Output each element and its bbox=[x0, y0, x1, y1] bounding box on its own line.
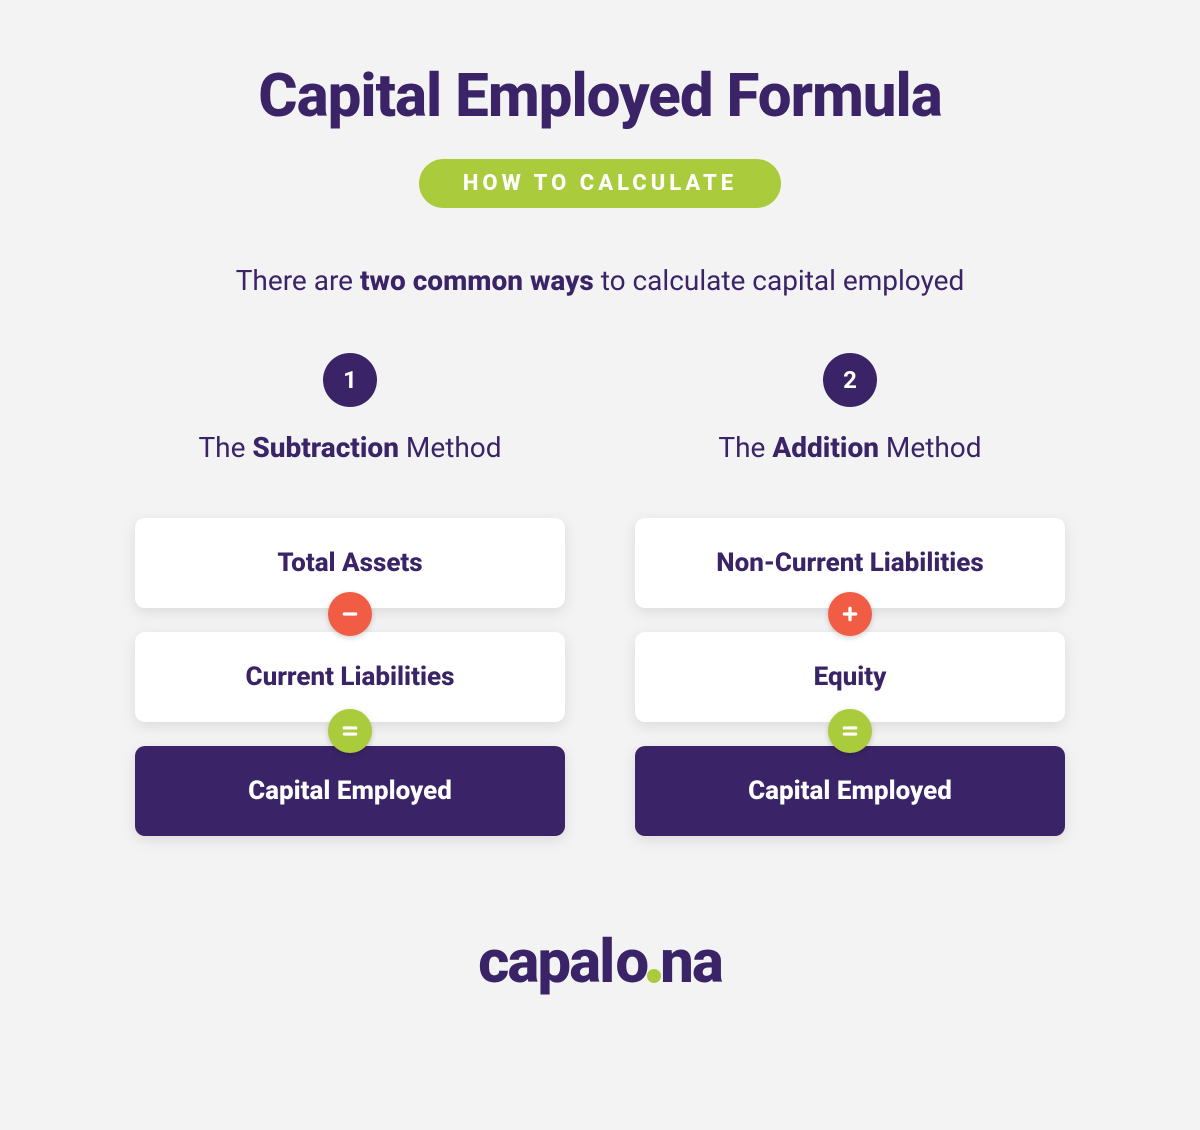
logo-text-o: o bbox=[615, 926, 647, 997]
equals-icon bbox=[328, 709, 372, 753]
intro-text: There are two common ways to calculate c… bbox=[236, 264, 965, 297]
methods-row: 1 The Subtraction Method Total Assets Cu… bbox=[80, 353, 1120, 836]
intro-pre: There are bbox=[236, 264, 360, 297]
method-label-bold: Subtraction bbox=[252, 431, 399, 464]
method-label-pre: The bbox=[198, 431, 252, 464]
subtitle-pill: HOW TO CALCULATE bbox=[419, 159, 781, 208]
method-label: The Subtraction Method bbox=[198, 431, 501, 464]
method-number-badge: 2 bbox=[823, 353, 877, 407]
formula-stack: Total Assets Current Liabilities Capital… bbox=[135, 518, 565, 836]
intro-post: to calculate capital employed bbox=[594, 264, 965, 297]
intro-bold: two common ways bbox=[360, 264, 594, 297]
logo-text-pre: capal bbox=[478, 926, 613, 997]
method-label: The Addition Method bbox=[718, 431, 981, 464]
method-label-bold: Addition bbox=[772, 431, 879, 464]
method-addition: 2 The Addition Method Non-Current Liabil… bbox=[635, 353, 1065, 836]
formula-result-card: Capital Employed bbox=[135, 746, 565, 836]
formula-stack: Non-Current Liabilities Equity Capital E… bbox=[635, 518, 1065, 836]
method-number-badge: 1 bbox=[323, 353, 377, 407]
brand-logo: capalona bbox=[478, 926, 722, 997]
minus-icon bbox=[328, 592, 372, 636]
method-label-post: Method bbox=[399, 431, 502, 464]
logo-dot-icon bbox=[647, 969, 661, 983]
page-title: Capital Employed Formula bbox=[258, 60, 941, 131]
method-label-post: Method bbox=[879, 431, 982, 464]
logo-text-post: na bbox=[660, 926, 722, 997]
method-subtraction: 1 The Subtraction Method Total Assets Cu… bbox=[135, 353, 565, 836]
method-label-pre: The bbox=[718, 431, 772, 464]
formula-result-card: Capital Employed bbox=[635, 746, 1065, 836]
plus-icon bbox=[828, 592, 872, 636]
equals-icon bbox=[828, 709, 872, 753]
